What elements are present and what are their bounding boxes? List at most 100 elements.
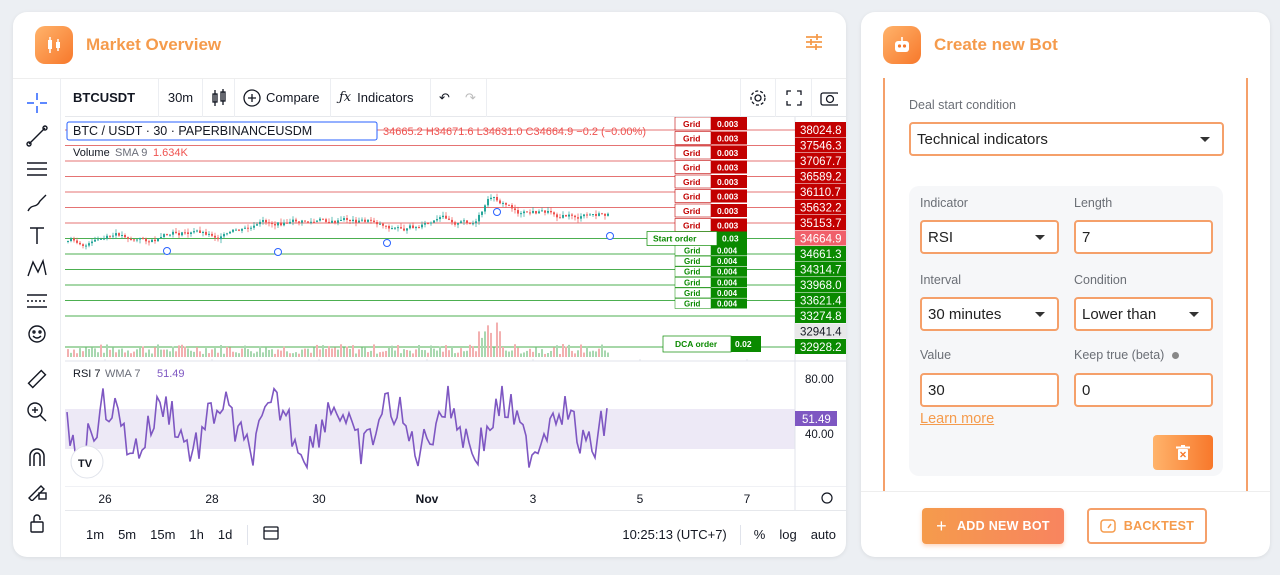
lock-pencil-icon[interactable] — [25, 478, 49, 502]
measure-lines-icon[interactable] — [25, 289, 49, 313]
goto-date-icon[interactable] — [256, 525, 288, 544]
time-axis[interactable]: 26 28 30 Nov 3 5 7 — [65, 487, 846, 510]
volume-bar — [115, 352, 117, 357]
auto-scale-toggle[interactable]: auto — [810, 527, 836, 542]
volume-bar — [367, 351, 369, 357]
timeframe-1m[interactable]: 1m — [86, 527, 105, 542]
price-tag-sell-text: 36110.7 — [800, 187, 841, 199]
candle-body — [160, 236, 162, 239]
candle-body — [325, 219, 327, 222]
order-marker — [383, 239, 391, 247]
volume-bar — [460, 348, 462, 357]
price-tag-current — [795, 230, 846, 246]
interval-select[interactable]: 30 minutes — [920, 297, 1059, 331]
candle-body — [226, 233, 228, 235]
trend-line-icon[interactable] — [25, 124, 49, 148]
candle-body — [559, 217, 561, 219]
volume-bar — [313, 347, 315, 357]
grid-value-box — [711, 245, 747, 256]
candle-body — [253, 225, 255, 228]
zoom-in-icon[interactable] — [25, 400, 49, 424]
keep-true-input[interactable]: 0 — [1074, 373, 1213, 407]
deal-start-select[interactable]: Technical indicators — [909, 122, 1224, 156]
grid-value-text: 0.004 — [717, 268, 738, 277]
chart-bottom-toolbar: 1m 5m 15m 1h 1d 10:25:13 (UTC+7) % log a… — [65, 510, 846, 557]
chevron-down-icon — [1189, 312, 1199, 317]
redo-icon[interactable]: ↷ — [457, 78, 487, 117]
lock-icon[interactable] — [25, 511, 49, 535]
timeframe-5m[interactable]: 5m — [118, 527, 137, 542]
text-tool-icon[interactable] — [25, 223, 49, 247]
add-new-bot-button[interactable]: + ADD NEW BOT — [922, 508, 1064, 544]
candlestick-icon — [35, 26, 73, 64]
volume-bar — [76, 353, 78, 357]
timeframe-15m[interactable]: 15m — [150, 527, 176, 542]
grid-label-text: Grid — [683, 119, 700, 129]
plus-icon: + — [936, 515, 947, 536]
volume-value: 1.634K — [153, 147, 189, 159]
info-icon[interactable] — [1171, 352, 1179, 360]
volume-bar — [508, 351, 510, 357]
interval-selector[interactable]: 30m — [159, 78, 203, 117]
backtest-button[interactable]: BACKTEST — [1087, 508, 1207, 544]
time-axis-settings-icon[interactable] — [821, 492, 833, 504]
crosshair-icon[interactable] — [25, 91, 49, 115]
settings-sliders-icon[interactable] — [804, 32, 824, 57]
condition-select[interactable]: Lower than — [1074, 297, 1213, 331]
chart-canvas[interactable]: 38024.8 37546.3 37067.7 36589.2 36110.7 35632… — [65, 116, 846, 488]
pattern-icon[interactable] — [25, 256, 49, 280]
candle-body — [211, 233, 213, 236]
symbol-legend-box — [66, 121, 378, 141]
candle-body — [346, 218, 348, 220]
volume-bar — [148, 349, 150, 357]
start-order-label-text: Start order — [653, 234, 697, 244]
learn-more-link[interactable]: Learn more — [920, 411, 995, 427]
emoji-icon[interactable] — [25, 322, 49, 346]
delete-condition-button[interactable] — [1153, 435, 1213, 470]
length-input[interactable]: 7 — [1074, 220, 1213, 254]
chart-type-icon[interactable] — [203, 78, 235, 117]
fx-icon: ƒx — [339, 90, 352, 105]
candle-body — [175, 231, 177, 233]
camera-icon[interactable] — [812, 79, 846, 117]
volume-bar — [289, 353, 291, 357]
brush-icon[interactable] — [25, 190, 49, 214]
indicator-select[interactable]: RSI — [920, 220, 1059, 254]
volume-bar — [286, 351, 288, 357]
ruler-icon[interactable] — [25, 367, 49, 391]
timeframe-1h[interactable]: 1h — [189, 527, 204, 542]
price-tag-buy-text: 34314.7 — [800, 265, 842, 277]
candle-body — [139, 237, 141, 240]
price-chart[interactable]: 38024.8 37546.3 37067.7 36589.2 36110.7 35632… — [65, 116, 846, 510]
price-tag-buy-text: 33274.8 — [800, 311, 842, 323]
fullscreen-icon[interactable] — [776, 78, 812, 117]
volume-bar — [547, 353, 549, 357]
undo-icon[interactable]: ↶ — [439, 89, 450, 105]
log-scale-toggle[interactable]: log — [779, 527, 797, 542]
grid-value-box — [711, 160, 747, 174]
symbol-legend: BTC / USDT · 30 · PAPERBINANCEUSDM — [73, 124, 312, 138]
compare-button[interactable]: Compare — [235, 78, 331, 117]
volume-bar — [253, 353, 255, 357]
grid-value-text: 0.004 — [717, 289, 738, 298]
timeframe-1d[interactable]: 1d — [217, 527, 233, 542]
volume-bar — [607, 352, 609, 357]
horizontal-lines-icon[interactable] — [25, 157, 49, 181]
symbol-search[interactable]: BTCUSDT — [65, 78, 159, 117]
candle-body — [316, 220, 318, 222]
candle-body — [145, 238, 147, 242]
candle-body — [136, 239, 138, 241]
chart-settings-icon[interactable] — [740, 78, 776, 117]
clock-display[interactable]: 10:25:13 (UTC+7) — [622, 527, 727, 542]
candle-body — [124, 235, 126, 238]
magnet-icon[interactable] — [25, 445, 49, 469]
rsi-legend-value: 51.49 — [157, 368, 185, 380]
value-input[interactable]: 30 — [920, 373, 1059, 407]
candle-body — [451, 219, 453, 223]
indicator-label: Indicator — [920, 196, 968, 210]
percent-scale-toggle[interactable]: % — [753, 527, 766, 542]
volume-bar — [112, 347, 114, 357]
candle-body — [394, 227, 396, 229]
indicators-button[interactable]: ƒx Indicators — [331, 78, 431, 117]
grid-label-text: Grid — [683, 221, 700, 231]
